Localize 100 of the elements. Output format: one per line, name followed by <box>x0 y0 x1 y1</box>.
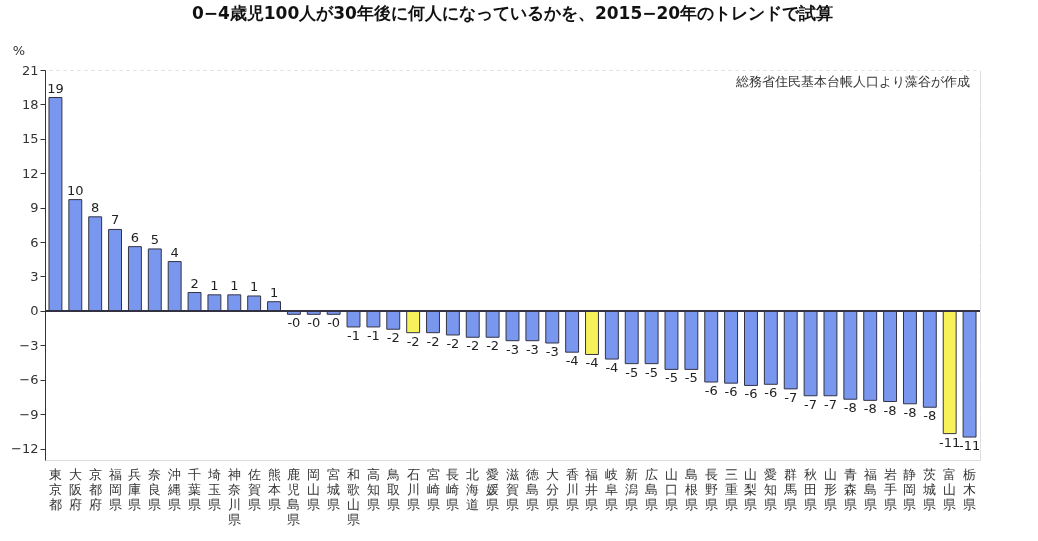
data-label: -8 <box>863 401 877 417</box>
x-tick-label: 鹿児島県 <box>287 466 301 527</box>
data-label: -6 <box>704 383 718 398</box>
x-tick-label: 長崎県 <box>446 466 460 512</box>
data-label: -8 <box>903 404 917 420</box>
bar <box>366 310 381 328</box>
x-tick-label: 鳥取県 <box>385 466 400 512</box>
x-tick-label: 高知県 <box>366 466 380 512</box>
bar <box>744 310 758 386</box>
y-tick-label: 9 <box>30 200 39 216</box>
y-tick-label: 3 <box>30 268 39 284</box>
bar <box>465 310 480 338</box>
bar <box>644 310 659 365</box>
x-tick-label: 福井県 <box>585 466 599 512</box>
x-tick-label: 山口県 <box>664 466 678 512</box>
x-tick-label: 福岡県 <box>108 466 122 512</box>
x-tick-label: 群馬県 <box>783 466 798 512</box>
y-tick-label: −6 <box>19 372 39 388</box>
data-label: 1 <box>269 284 279 300</box>
chart-title: 0−4歳児100人が30年後に何人になっているかを、2015−20年のトレンドで試算 <box>191 3 834 23</box>
x-tick-label: 青森県 <box>843 466 857 512</box>
x-tick-label: 徳島県 <box>525 466 539 512</box>
x-tick-label: 北海道 <box>466 466 480 512</box>
bar <box>883 310 898 402</box>
bar <box>585 310 599 355</box>
data-label: -2 <box>426 333 440 349</box>
x-tick-label: 長野県 <box>704 466 718 512</box>
data-label: -2 <box>446 335 460 351</box>
x-tick-label: 大分県 <box>545 466 559 512</box>
bar <box>108 228 123 312</box>
bar <box>803 310 818 397</box>
data-label: -5 <box>665 370 678 386</box>
bar <box>942 310 957 435</box>
x-tick-label: 岐阜県 <box>605 466 619 512</box>
data-label: -7 <box>804 396 818 412</box>
bar <box>684 310 699 370</box>
x-tick-label: 和歌山県 <box>347 466 361 527</box>
bar <box>783 310 798 390</box>
data-label: -2 <box>486 338 500 354</box>
x-tick-label: 愛知県 <box>764 466 778 512</box>
data-label: -11 <box>939 434 961 450</box>
data-label: 6 <box>130 229 140 245</box>
bar <box>485 310 500 338</box>
x-tick-label: 栃木県 <box>963 466 977 512</box>
bar <box>843 310 858 400</box>
y-tick-label: 21 <box>21 62 39 78</box>
data-label: 5 <box>150 231 159 247</box>
bar <box>724 310 739 384</box>
x-tick-label: 京都府 <box>88 466 102 512</box>
data-label: 1 <box>210 277 219 293</box>
bar <box>88 216 103 312</box>
bar <box>227 294 242 312</box>
bar <box>902 310 917 405</box>
x-tick-label: 熊本県 <box>267 466 281 512</box>
data-label: 19 <box>47 80 64 96</box>
x-tick-label: 岡山県 <box>307 466 321 512</box>
x-tick-label: 大阪府 <box>68 466 82 512</box>
data-label: 1 <box>230 277 239 293</box>
data-label: 4 <box>170 244 179 260</box>
bar <box>187 292 202 312</box>
data-label: -11 <box>958 438 981 454</box>
bar <box>445 310 460 336</box>
y-tick-label: 0 <box>30 303 39 319</box>
data-label: -7 <box>823 396 837 412</box>
y-tick-label: 6 <box>30 234 39 250</box>
x-tick-label: 三重県 <box>724 466 738 512</box>
x-tick-label: 宮城県 <box>326 466 341 512</box>
bar <box>426 310 440 334</box>
data-label: -3 <box>545 344 559 359</box>
x-tick-label: 香川県 <box>565 466 579 512</box>
data-label: -7 <box>784 389 798 405</box>
data-label: -8 <box>883 402 897 418</box>
x-tick-label: 宮崎県 <box>426 466 440 512</box>
bar <box>346 310 361 328</box>
x-tick-label: 島根県 <box>684 466 698 512</box>
data-label: 2 <box>190 275 199 291</box>
x-tick-label: 埼玉県 <box>206 466 221 512</box>
bar <box>624 310 639 365</box>
x-tick-label: 兵庫県 <box>128 466 142 512</box>
bar <box>863 310 878 401</box>
x-tick-label: 沖縄県 <box>167 466 182 512</box>
x-tick-label: 広島県 <box>645 466 659 512</box>
x-tick-label: 茨城県 <box>922 466 937 512</box>
data-label: -0 <box>327 315 341 331</box>
bar <box>545 310 560 344</box>
bar <box>247 295 262 312</box>
data-label: -6 <box>744 386 758 402</box>
bar <box>664 310 679 370</box>
bar <box>147 248 162 312</box>
y-axis-title: % <box>12 43 25 58</box>
data-label: -5 <box>625 364 639 380</box>
x-tick-label: 山梨県 <box>744 466 758 512</box>
x-tick-label: 滋賀県 <box>506 466 519 512</box>
data-label: -1 <box>366 327 380 343</box>
x-tick-label: 奈良県 <box>148 466 162 512</box>
bar <box>922 310 937 408</box>
y-tick-label: 15 <box>21 131 39 147</box>
x-tick-label: 東京都 <box>48 466 62 512</box>
data-label: -3 <box>525 341 539 357</box>
data-label: -4 <box>585 355 599 371</box>
